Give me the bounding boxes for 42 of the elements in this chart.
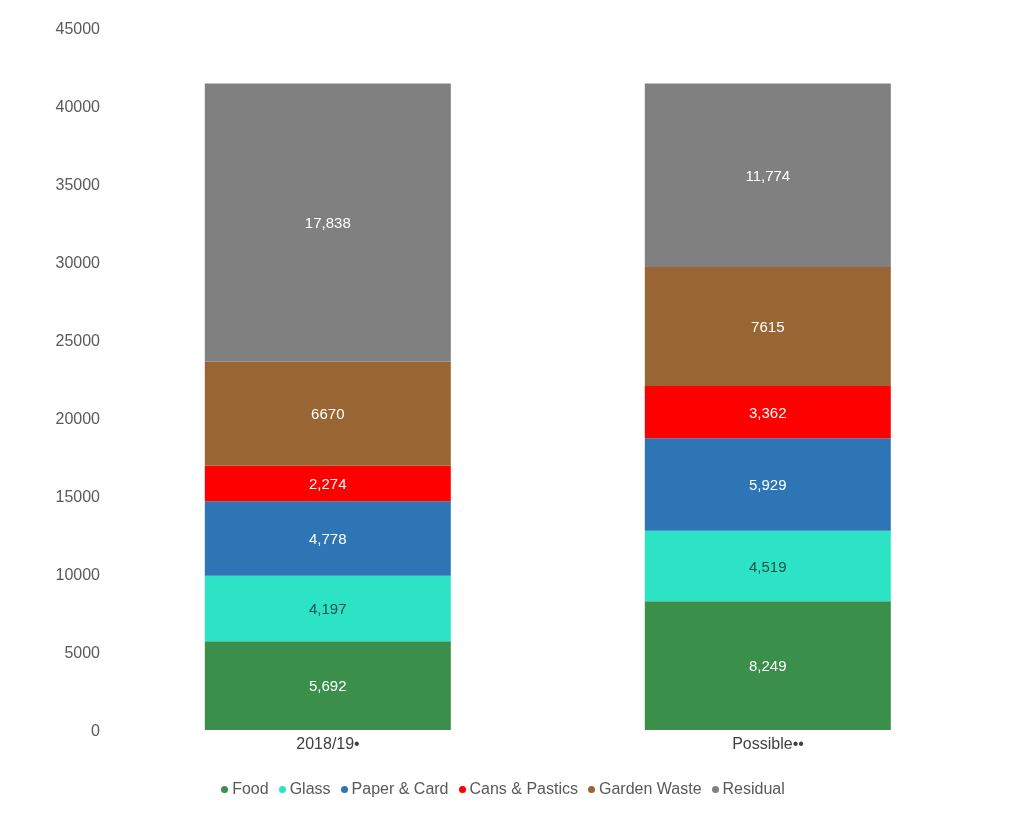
bar xyxy=(644,601,891,730)
data-label: 3,362 xyxy=(749,403,787,421)
data-label: 7615 xyxy=(751,317,785,335)
bar xyxy=(204,83,451,362)
bar xyxy=(204,501,451,576)
bar xyxy=(644,385,891,439)
y-tick-label: 45000 xyxy=(55,19,101,37)
y-tick-label: 5000 xyxy=(64,643,101,661)
legend-label: Glass xyxy=(289,780,331,797)
legend-label: Food xyxy=(232,780,269,797)
legend-label: Residual xyxy=(722,780,785,797)
data-label: 4,197 xyxy=(309,599,347,617)
y-tick-label: 30000 xyxy=(55,253,101,271)
y-tick-label: 15000 xyxy=(55,487,101,505)
bar xyxy=(644,530,891,602)
data-label: 11,774 xyxy=(745,166,791,184)
y-tick-label: 35000 xyxy=(55,175,101,193)
bar xyxy=(204,641,451,730)
data-label: 4,519 xyxy=(749,557,787,575)
y-tick-label: 20000 xyxy=(55,409,101,427)
bar xyxy=(644,83,891,268)
x-tick-label: Possible•• xyxy=(732,735,804,753)
y-tick-label: 10000 xyxy=(55,565,101,583)
y-tick-label: 25000 xyxy=(55,331,101,349)
legend-label: Garden Waste xyxy=(598,780,702,797)
data-label: 6670 xyxy=(311,405,345,423)
bar xyxy=(204,361,451,466)
data-label: 5,929 xyxy=(749,476,787,494)
bar xyxy=(644,438,891,531)
data-label: 8,249 xyxy=(749,657,787,675)
legend-label: Cans & Pastics xyxy=(469,780,578,797)
bar xyxy=(644,267,891,386)
y-tick-label: 40000 xyxy=(55,97,101,115)
data-label: 4,778 xyxy=(309,529,347,547)
bar xyxy=(204,465,451,502)
data-label: 17,838 xyxy=(304,214,351,232)
y-tick-label: 0 xyxy=(91,721,101,739)
data-label: 5,692 xyxy=(309,677,347,695)
bar xyxy=(204,575,451,642)
data-label: 2,274 xyxy=(309,474,347,492)
x-tick-label: 2018/19• xyxy=(296,735,360,753)
legend-label: Paper & Card xyxy=(351,780,449,797)
